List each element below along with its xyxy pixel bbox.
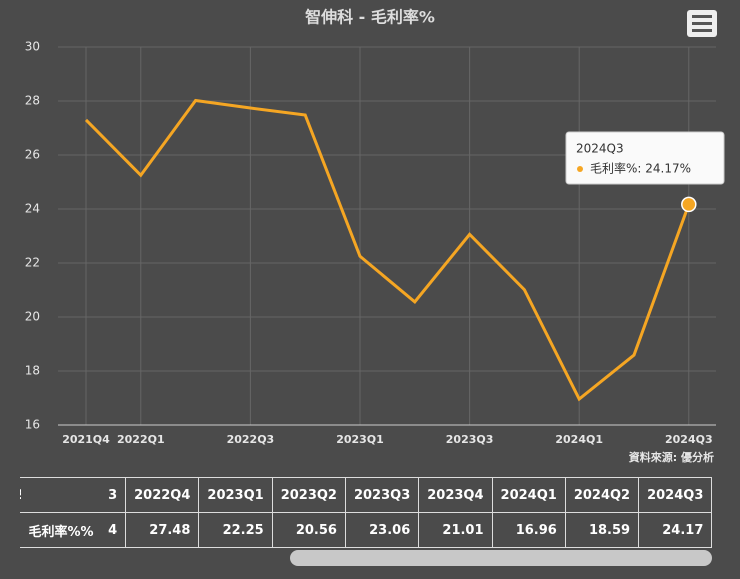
y-tick-label: 22 — [25, 256, 40, 270]
chart: 智伸科 - 毛利率% 資料來源: 優分析 16 18 20 22 24 26 28 30 202… — [25, 8, 725, 464]
column-header: 2023Q1 — [198, 477, 273, 513]
source: 資料來源: 優分析 — [629, 450, 714, 464]
y-tick-label: 26 — [25, 148, 40, 162]
table-value: 23.06 — [344, 512, 420, 548]
column-header: 2024Q3 — [638, 477, 712, 513]
chart-title: 智伸科 - 毛利率% — [305, 8, 435, 27]
x-tick-label: 2023Q1 — [336, 433, 384, 446]
scrollbar[interactable] — [290, 550, 712, 566]
table-value: 24.17 — [638, 512, 712, 548]
column-header: 2022Q4 — [125, 477, 200, 513]
highlight-point — [681, 196, 697, 213]
data-table-scroll[interactable]: 2021Q42022Q12022Q22022Q32022Q42023Q12023… — [20, 477, 712, 548]
tooltip-title: 2024Q3 — [576, 142, 624, 156]
menu-button[interactable] — [687, 10, 717, 37]
y-tick-label: 28 — [25, 94, 40, 108]
x-tick-label: 2024Q1 — [555, 433, 603, 446]
tooltip-marker — [577, 166, 583, 172]
x-tick-label: 2021Q4 — [62, 433, 110, 446]
column-header: 2024Q2 — [564, 477, 640, 513]
table-value: 27.48 — [125, 512, 200, 548]
y-tick-label: 18 — [25, 364, 40, 378]
tooltip-text: 毛利率%: 24.17% — [590, 161, 691, 176]
x-tick-label: 2022Q3 — [227, 433, 275, 446]
column-header: 2023Q4 — [418, 477, 493, 513]
row-label: 毛利率%% — [20, 512, 109, 548]
x-tick-label: 2022Q1 — [117, 433, 165, 446]
corner-cell — [20, 477, 109, 513]
tooltip-box — [565, 131, 725, 185]
table-value: 16.96 — [491, 512, 566, 548]
y-tick-label: 16 — [25, 418, 40, 432]
table-value: 18.59 — [564, 512, 640, 548]
table-value: 21.01 — [418, 512, 493, 548]
y-tick-label: 24 — [25, 202, 40, 216]
table-value: 22.25 — [198, 512, 273, 548]
x-tick-label: 2023Q3 — [446, 433, 494, 446]
data-table: 2021Q42022Q12022Q22022Q32022Q42023Q12023… — [20, 477, 712, 548]
y-tick-label: 20 — [25, 310, 40, 324]
table-value: 20.56 — [271, 512, 346, 548]
line — [84, 98, 691, 402]
column-header: 2023Q3 — [344, 477, 420, 513]
x-tick-label: 2024Q3 — [665, 433, 713, 446]
column-header: 2024Q1 — [491, 477, 566, 513]
column-header: 2023Q2 — [271, 477, 346, 513]
y-tick-label: 30 — [25, 40, 40, 54]
